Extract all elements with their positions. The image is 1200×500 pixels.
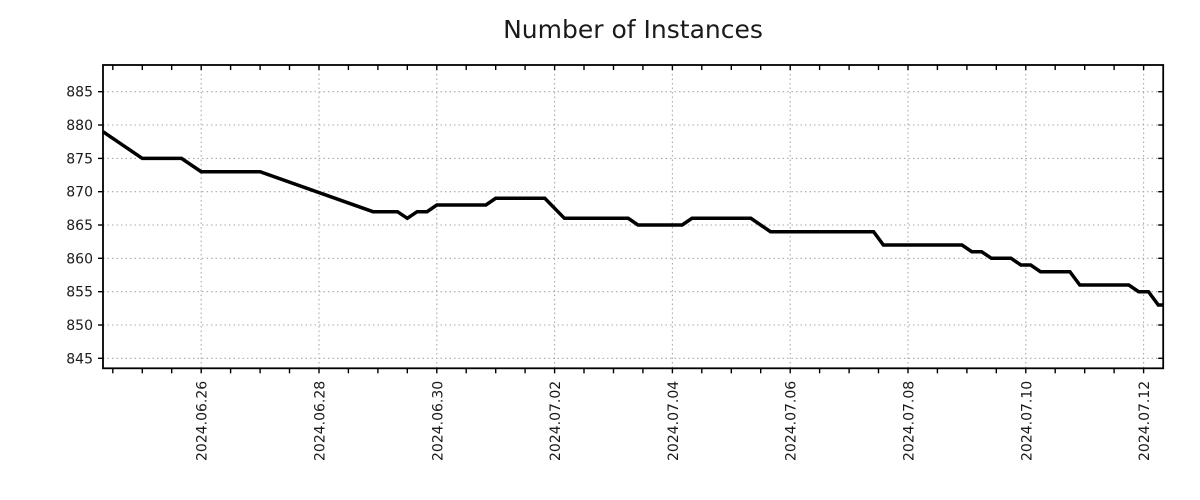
x-tick-label: 2024.06.26 (195, 381, 211, 461)
y-tick-label: 850 (66, 318, 93, 334)
x-tick-label: 2024.07.02 (548, 381, 564, 461)
plot-border-group (102, 64, 1165, 370)
y-tick-label: 870 (66, 185, 93, 201)
data-line-group (102, 130, 1164, 307)
y-tick-label: 845 (66, 351, 93, 367)
y-tick-label: 885 (66, 85, 93, 101)
x-tick-label: 2024.07.04 (666, 381, 682, 461)
x-tick-label: 2024.07.10 (1019, 381, 1035, 461)
x-tick-label: 2024.06.30 (430, 381, 446, 461)
y-tick-label: 880 (66, 118, 93, 134)
plot-border (102, 64, 1165, 370)
x-tick-labels: 2024.06.26 2024.06.28 2024.06.30 2024.07.02… (195, 381, 1153, 461)
chart-title: Number of Instances (503, 15, 763, 44)
y-tick-label: 860 (66, 251, 93, 267)
y-tick-label: 875 (66, 151, 93, 167)
gridlines (103, 65, 1164, 369)
y-tick-label: 855 (66, 285, 93, 301)
x-tick-label: 2024.07.08 (902, 381, 918, 461)
x-tick-label: 2024.07.12 (1137, 381, 1153, 461)
y-tick-labels: 845 850 855 860 865 870 875 880 885 (66, 85, 93, 368)
x-tick-label: 2024.07.06 (784, 381, 800, 461)
y-tick-label: 865 (66, 218, 93, 234)
data-line (102, 130, 1164, 307)
axis-ticks (98, 65, 1164, 374)
x-tick-label: 2024.06.28 (313, 381, 329, 461)
